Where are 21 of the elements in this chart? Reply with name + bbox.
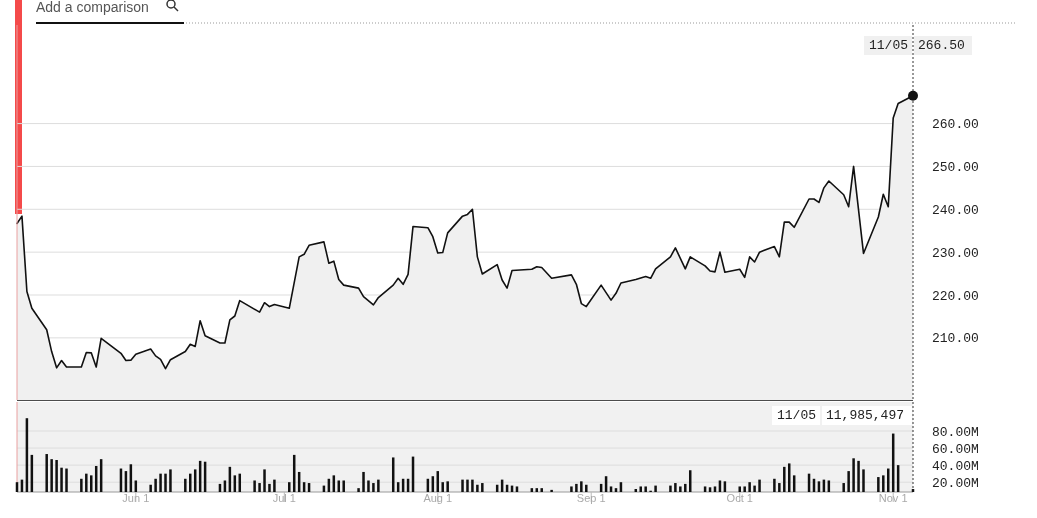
y-tick-label: 230.00 [932, 245, 979, 261]
y-tick-label: 220.00 [932, 288, 979, 304]
y-tick-label: 210.00 [932, 331, 979, 347]
x-tick-label: Jul 1 [272, 492, 296, 504]
x-tick-label: Aug 1 [423, 492, 453, 504]
y-tick-label: 240.00 [932, 202, 979, 218]
text: 266.50 [918, 38, 965, 54]
x-tick-label: Sep 1 [576, 492, 606, 504]
x-tick-label: Oct 1 [726, 492, 753, 504]
annotation: 11/05 [776, 408, 816, 424]
annotation: 11/05 [868, 38, 908, 54]
y-tick-label: 250.00 [932, 159, 979, 175]
text: Add a comparison [36, 0, 149, 15]
y-tick-label: 260.00 [932, 117, 979, 133]
annotation: 11,985,497 [826, 408, 905, 424]
y-tick-label: 80.00M [932, 424, 979, 440]
y-tick-label: 40.00M [932, 458, 979, 474]
x-tick-label: Nov 1 [878, 492, 908, 504]
y-tick-label: 20.00M [932, 475, 979, 491]
y-tick-label: 60.00M [932, 441, 979, 457]
x-tick-label: Jun 1 [122, 492, 150, 504]
